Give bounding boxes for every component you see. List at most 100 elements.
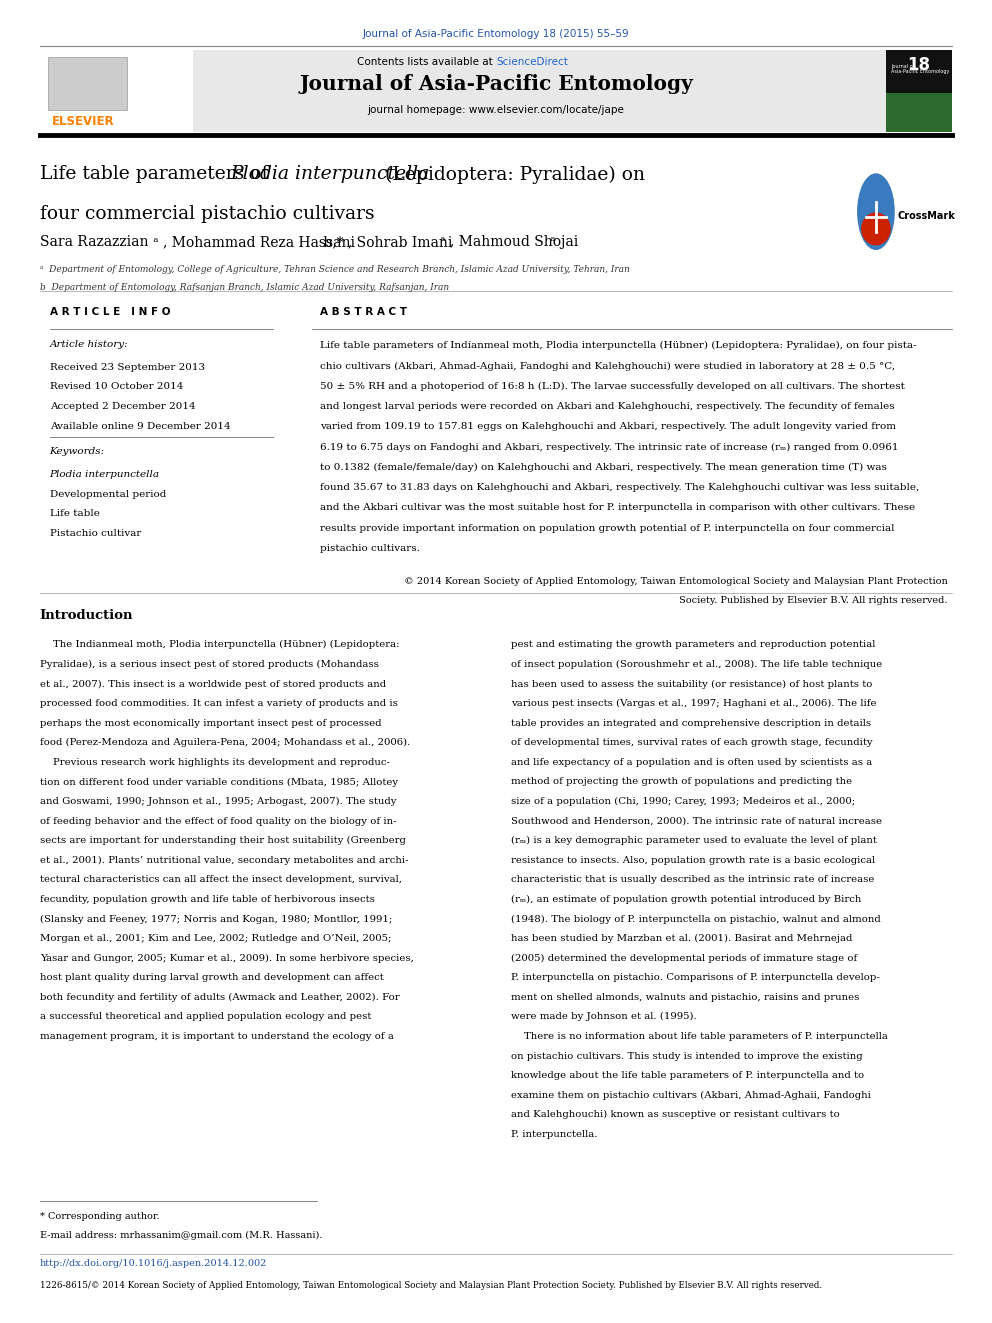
Text: Available online 9 December 2014: Available online 9 December 2014 [50, 422, 230, 431]
Text: and the Akbari cultivar was the most suitable host for P. interpunctella in comp: and the Akbari cultivar was the most sui… [320, 503, 916, 512]
Text: has been studied by Marzban et al. (2001). Basirat and Mehrnejad: has been studied by Marzban et al. (2001… [511, 934, 852, 943]
Text: et al., 2001). Plants’ nutritional value, secondary metabolites and archi-: et al., 2001). Plants’ nutritional value… [40, 856, 408, 865]
Text: (Slansky and Feeney, 1977; Norris and Kogan, 1980; Montllor, 1991;: (Slansky and Feeney, 1977; Norris and Ko… [40, 914, 392, 923]
Bar [886, 50, 952, 132]
Text: pistachio cultivars.: pistachio cultivars. [320, 544, 421, 553]
Text: (2005) determined the developmental periods of immature stage of: (2005) determined the developmental peri… [511, 954, 857, 963]
Bar [40, 50, 952, 132]
Text: chio cultivars (Akbari, Ahmad-Aghaii, Fandoghi and Kalehghouchi) were studied in: chio cultivars (Akbari, Ahmad-Aghaii, Fa… [320, 361, 896, 370]
Text: Plodia interpunctella: Plodia interpunctella [50, 470, 160, 479]
Text: examine them on pistachio cultivars (Akbari, Ahmad-Aghaii, Fandoghi: examine them on pistachio cultivars (Akb… [511, 1090, 871, 1099]
Text: ScienceDirect: ScienceDirect [496, 57, 567, 67]
Text: journal homepage: www.elsevier.com/locate/jape: journal homepage: www.elsevier.com/locat… [368, 105, 624, 115]
Text: and Goswami, 1990; Johnson et al., 1995; Arbogast, 2007). The study: and Goswami, 1990; Johnson et al., 1995;… [40, 796, 396, 806]
Text: and Kalehghouchi) known as susceptive or resistant cultivars to: and Kalehghouchi) known as susceptive or… [511, 1110, 839, 1119]
Text: and life expectancy of a population and is often used by scientists as a: and life expectancy of a population and … [511, 758, 872, 767]
Text: varied from 109.19 to 157.81 eggs on Kalehghouchi and Akbari, respectively. The : varied from 109.19 to 157.81 eggs on Kal… [320, 422, 897, 431]
Text: ᵃ , Mahmoud Shojai: ᵃ , Mahmoud Shojai [436, 235, 578, 250]
Text: 18: 18 [907, 56, 930, 74]
Text: tion on different food under variable conditions (Mbata, 1985; Allotey: tion on different food under variable co… [40, 778, 398, 786]
Text: 50 ± 5% RH and a photoperiod of 16:8 h (L:D). The larvae successfully developed : 50 ± 5% RH and a photoperiod of 16:8 h (… [320, 382, 906, 390]
Text: of feeding behavior and the effect of food quality on the biology of in-: of feeding behavior and the effect of fo… [40, 816, 396, 826]
Text: CrossMark: CrossMark [898, 210, 955, 221]
Text: to 0.1382 (female/female/day) on Kalehghouchi and Akbari, respectively. The mean: to 0.1382 (female/female/day) on Kalehgh… [320, 463, 887, 472]
Text: Southwood and Henderson, 2000). The intrinsic rate of natural increase: Southwood and Henderson, 2000). The intr… [511, 816, 882, 826]
Text: A B S T R A C T: A B S T R A C T [320, 307, 408, 318]
Text: ᵃ: ᵃ [546, 235, 556, 250]
Text: table provides an integrated and comprehensive description in details: table provides an integrated and compreh… [511, 718, 871, 728]
Text: http://dx.doi.org/10.1016/j.aspen.2014.12.002: http://dx.doi.org/10.1016/j.aspen.2014.1… [40, 1259, 267, 1269]
Text: 1226-8615/© 2014 Korean Society of Applied Entomology, Taiwan Entomological Soci: 1226-8615/© 2014 Korean Society of Appli… [40, 1281, 821, 1290]
Text: found 35.67 to 31.83 days on Kalehghouchi and Akbari, respectively. The Kalehgho: found 35.67 to 31.83 days on Kalehghouch… [320, 483, 920, 492]
Text: four commercial pistachio cultivars: four commercial pistachio cultivars [40, 205, 374, 224]
Text: were made by Johnson et al. (1995).: were made by Johnson et al. (1995). [511, 1012, 696, 1021]
Text: Revised 10 October 2014: Revised 10 October 2014 [50, 382, 183, 392]
Ellipse shape [861, 213, 891, 246]
Text: (Lepidoptera: Pyralidae) on: (Lepidoptera: Pyralidae) on [379, 165, 645, 184]
Text: host plant quality during larval growth and development can affect: host plant quality during larval growth … [40, 974, 384, 982]
Text: The Indianmeal moth, Plodia interpunctella (Hübner) (Lepidoptera:: The Indianmeal moth, Plodia interpunctel… [40, 640, 399, 650]
Text: results provide important information on population growth potential of P. inter: results provide important information on… [320, 524, 895, 533]
Text: sects are important for understanding their host suitability (Greenberg: sects are important for understanding th… [40, 836, 406, 845]
Text: of insect population (Soroushmehr et al., 2008). The life table technique: of insect population (Soroushmehr et al.… [511, 660, 882, 669]
Text: A R T I C L E   I N F O: A R T I C L E I N F O [50, 307, 170, 318]
Text: There is no information about life table parameters of P. interpunctella: There is no information about life table… [511, 1032, 888, 1041]
Text: Developmental period: Developmental period [50, 490, 166, 499]
Text: and longest larval periods were recorded on Akbari and Kalehghouchi, respectivel: and longest larval periods were recorded… [320, 402, 895, 411]
Text: 6.19 to 6.75 days on Fandoghi and Akbari, respectively. The intrinsic rate of in: 6.19 to 6.75 days on Fandoghi and Akbari… [320, 442, 899, 451]
Ellipse shape [857, 173, 895, 250]
Text: b,* , Sohrab Imani: b,* , Sohrab Imani [319, 235, 452, 250]
Text: Journal of Asia-Pacific Entomology 18 (2015) 55–59: Journal of Asia-Pacific Entomology 18 (2… [363, 29, 629, 40]
Text: b  Department of Entomology, Rafsanjan Branch, Islamic Azad University, Rafsanja: b Department of Entomology, Rafsanjan Br… [40, 283, 448, 292]
Text: processed food commodities. It can infest a variety of products and is: processed food commodities. It can infes… [40, 699, 398, 708]
Text: resistance to insects. Also, population growth rate is a basic ecological: resistance to insects. Also, population … [511, 856, 875, 865]
Text: has been used to assess the suitability (or resistance) of host plants to: has been used to assess the suitability … [511, 680, 872, 688]
Text: Accepted 2 December 2014: Accepted 2 December 2014 [50, 402, 195, 411]
Text: Journal of
Asia-Pacific Entomology: Journal of Asia-Pacific Entomology [891, 64, 949, 74]
Text: (1948). The biology of P. interpunctella on pistachio, walnut and almond: (1948). The biology of P. interpunctella… [511, 914, 881, 923]
Text: management program, it is important to understand the ecology of a: management program, it is important to u… [40, 1032, 394, 1041]
Text: size of a population (Chi, 1990; Carey, 1993; Medeiros et al., 2000;: size of a population (Chi, 1990; Carey, … [511, 796, 855, 806]
Text: (rₘ) is a key demographic parameter used to evaluate the level of plant: (rₘ) is a key demographic parameter used… [511, 836, 877, 845]
Text: both fecundity and fertility of adults (Awmack and Leather, 2002). For: both fecundity and fertility of adults (… [40, 992, 400, 1002]
Text: Previous research work highlights its development and reproduc-: Previous research work highlights its de… [40, 758, 390, 767]
Text: fecundity, population growth and life table of herbivorous insects: fecundity, population growth and life ta… [40, 894, 375, 904]
Text: Pyralidae), is a serious insect pest of stored products (Mohandass: Pyralidae), is a serious insect pest of … [40, 660, 379, 669]
Text: Life table parameters of Indianmeal moth, Plodia interpunctella (Hübner) (Lepido: Life table parameters of Indianmeal moth… [320, 341, 917, 351]
Text: food (Perez-Mendoza and Aguilera-Pena, 2004; Mohandass et al., 2006).: food (Perez-Mendoza and Aguilera-Pena, 2… [40, 738, 410, 747]
Text: Article history:: Article history: [50, 340, 128, 349]
Text: pest and estimating the growth parameters and reproduction potential: pest and estimating the growth parameter… [511, 640, 875, 650]
Text: Plodia interpunctella: Plodia interpunctella [230, 165, 430, 184]
Text: Keywords:: Keywords: [50, 447, 105, 456]
Text: Life table: Life table [50, 509, 99, 519]
Text: Introduction: Introduction [40, 609, 133, 622]
Text: various pest insects (Vargas et al., 1997; Haghani et al., 2006). The life: various pest insects (Vargas et al., 199… [511, 699, 876, 708]
Text: Morgan et al., 2001; Kim and Lee, 2002; Rutledge and O’Neil, 2005;: Morgan et al., 2001; Kim and Lee, 2002; … [40, 934, 391, 943]
Text: et al., 2007). This insect is a worldwide pest of stored products and: et al., 2007). This insect is a worldwid… [40, 680, 386, 688]
Text: ment on shelled almonds, walnuts and pistachio, raisins and prunes: ment on shelled almonds, walnuts and pis… [511, 992, 859, 1002]
Text: tectural characteristics can all affect the insect development, survival,: tectural characteristics can all affect … [40, 876, 402, 884]
Text: P. interpunctella.: P. interpunctella. [511, 1130, 597, 1139]
Text: E-mail address: mrhassanim@gmail.com (M.R. Hassani).: E-mail address: mrhassanim@gmail.com (M.… [40, 1230, 322, 1240]
Text: Contents lists available at: Contents lists available at [357, 57, 496, 67]
Text: of developmental times, survival rates of each growth stage, fecundity: of developmental times, survival rates o… [511, 738, 873, 747]
Text: (rₘ), an estimate of population growth potential introduced by Birch: (rₘ), an estimate of population growth p… [511, 894, 861, 904]
Text: knowledge about the life table parameters of P. interpunctella and to: knowledge about the life table parameter… [511, 1072, 864, 1080]
Text: ᵃ  Department of Entomology, College of Agriculture, Tehran Science and Research: ᵃ Department of Entomology, College of A… [40, 265, 630, 274]
Text: on pistachio cultivars. This study is intended to improve the existing: on pistachio cultivars. This study is in… [511, 1052, 862, 1061]
Text: a successful theoretical and applied population ecology and pest: a successful theoretical and applied pop… [40, 1012, 371, 1021]
Text: method of projecting the growth of populations and predicting the: method of projecting the growth of popul… [511, 778, 852, 786]
Text: Society. Published by Elsevier B.V. All rights reserved.: Society. Published by Elsevier B.V. All … [679, 595, 947, 605]
Text: Received 23 September 2013: Received 23 September 2013 [50, 363, 204, 372]
Text: Yasar and Gungor, 2005; Kumar et al., 2009). In some herbivore species,: Yasar and Gungor, 2005; Kumar et al., 20… [40, 954, 414, 963]
Text: © 2014 Korean Society of Applied Entomology, Taiwan Entomological Society and Ma: © 2014 Korean Society of Applied Entomol… [404, 577, 947, 586]
Text: P. interpunctella on pistachio. Comparisons of P. interpunctella develop-: P. interpunctella on pistachio. Comparis… [511, 974, 880, 982]
Bar [48, 57, 127, 110]
Bar [40, 50, 193, 132]
Text: * Corresponding author.: * Corresponding author. [40, 1212, 160, 1221]
Text: Life table parameters of: Life table parameters of [40, 165, 274, 184]
Text: Pistachio cultivar: Pistachio cultivar [50, 529, 141, 538]
Text: Journal of Asia-Pacific Entomology: Journal of Asia-Pacific Entomology [300, 74, 692, 94]
Text: ᵃ , Mohammad Reza Hassani: ᵃ , Mohammad Reza Hassani [149, 235, 355, 250]
Text: perhaps the most economically important insect pest of processed: perhaps the most economically important … [40, 718, 381, 728]
